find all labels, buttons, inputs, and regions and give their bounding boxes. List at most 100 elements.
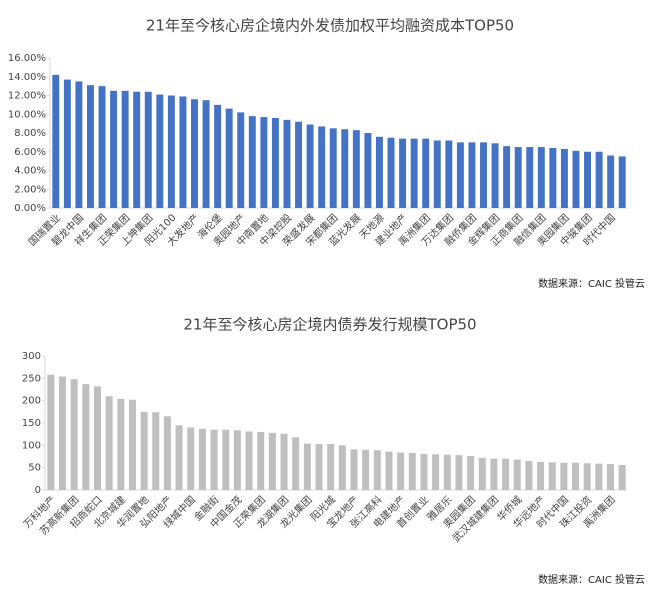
- bar: [467, 456, 475, 490]
- chart: 21年至今核心房企境内债券发行规模TOP50 数据来源：CAIC 投管云 0 50 10…: [21, 316, 645, 587]
- bar: [295, 121, 303, 208]
- bar: [548, 462, 556, 490]
- bar: [248, 116, 256, 208]
- bar: [503, 146, 511, 208]
- bar: [198, 428, 206, 490]
- bar: [456, 142, 464, 208]
- bar: [292, 437, 300, 490]
- y-tick-label: 200: [22, 396, 41, 407]
- bar: [432, 454, 440, 490]
- y-tick-label: 0.00%: [14, 203, 46, 214]
- source-note: 数据来源：CAIC 投管云: [538, 573, 645, 586]
- bar: [306, 124, 314, 208]
- bar: [187, 427, 195, 490]
- bar: [329, 128, 337, 208]
- bar: [75, 81, 83, 208]
- bar: [352, 130, 360, 208]
- bar: [140, 411, 148, 490]
- y-tick-label: 300: [22, 351, 41, 362]
- bar: [385, 451, 393, 490]
- bar: [98, 86, 106, 208]
- bar: [618, 156, 626, 208]
- bar: [93, 386, 101, 490]
- bar: [443, 454, 451, 490]
- bar: [110, 90, 118, 208]
- chart-title: 21年至今核心房企境内债券发行规模TOP50: [183, 316, 476, 334]
- bar: [537, 147, 545, 208]
- bar: [513, 459, 521, 490]
- y-tick-label: 250: [22, 373, 41, 384]
- bar: [268, 432, 276, 490]
- bar: [373, 450, 381, 490]
- bar: [117, 398, 125, 490]
- bar: [63, 79, 71, 208]
- bar: [595, 151, 603, 208]
- bar: [121, 90, 129, 208]
- bar: [468, 142, 476, 208]
- bar: [399, 138, 407, 208]
- bar: [225, 108, 233, 208]
- bar: [549, 148, 557, 208]
- bar: [214, 104, 222, 208]
- y-tick-label: 12.00%: [8, 91, 46, 102]
- bar: [152, 412, 160, 490]
- bar: [350, 449, 358, 490]
- y-tick-label: 2.00%: [14, 184, 46, 195]
- y-tick-label: 16.00%: [8, 53, 46, 64]
- bar: [490, 458, 498, 490]
- bar: [595, 463, 603, 490]
- bar: [410, 138, 418, 208]
- bar: [560, 148, 568, 208]
- bar: [433, 140, 441, 208]
- bar: [327, 443, 335, 490]
- bar: [584, 151, 592, 208]
- bar: [222, 429, 230, 490]
- y-tick-label: 8.00%: [14, 128, 46, 139]
- bar: [315, 443, 323, 490]
- chart: 21年至今核心房企境内外发债加权平均融资成本TOP50 数据来源：CAIC 投管云…: [8, 17, 645, 291]
- bar: [364, 133, 372, 208]
- bar: [202, 100, 210, 208]
- y-tick-label: 100: [22, 440, 41, 451]
- bar: [362, 449, 370, 490]
- bar: [210, 429, 218, 490]
- bar: [491, 143, 499, 208]
- bar: [387, 137, 395, 208]
- bar: [397, 452, 405, 490]
- bar: [144, 91, 152, 208]
- bar: [618, 464, 626, 490]
- y-tick-label: 150: [22, 418, 41, 429]
- y-tick-label: 50: [28, 463, 41, 474]
- bar: [245, 431, 253, 490]
- bar: [257, 431, 265, 490]
- bar: [163, 416, 171, 490]
- y-tick-label: 10.00%: [8, 109, 46, 120]
- bar: [175, 425, 183, 490]
- bar: [480, 142, 487, 208]
- y-tick-label: 4.00%: [14, 166, 46, 177]
- y-tick-label: 14.00%: [8, 72, 46, 83]
- bar: [408, 452, 416, 490]
- bar: [572, 462, 580, 490]
- bar: [514, 147, 522, 208]
- y-tick-label: 0: [35, 485, 41, 496]
- bar: [58, 376, 66, 490]
- bar: [607, 464, 615, 490]
- y-tick-label: 6.00%: [14, 147, 46, 158]
- bar: [318, 126, 326, 208]
- bar: [105, 396, 113, 490]
- bar: [191, 99, 198, 208]
- bar: [583, 463, 591, 490]
- bar: [233, 430, 241, 490]
- bar: [338, 445, 346, 490]
- bar: [420, 453, 428, 490]
- bar: [422, 138, 430, 208]
- bar: [478, 457, 486, 490]
- bar: [86, 85, 94, 208]
- bar: [82, 384, 90, 490]
- bar: [179, 96, 187, 208]
- bar: [133, 91, 141, 208]
- bar: [502, 458, 510, 490]
- bar: [47, 374, 55, 490]
